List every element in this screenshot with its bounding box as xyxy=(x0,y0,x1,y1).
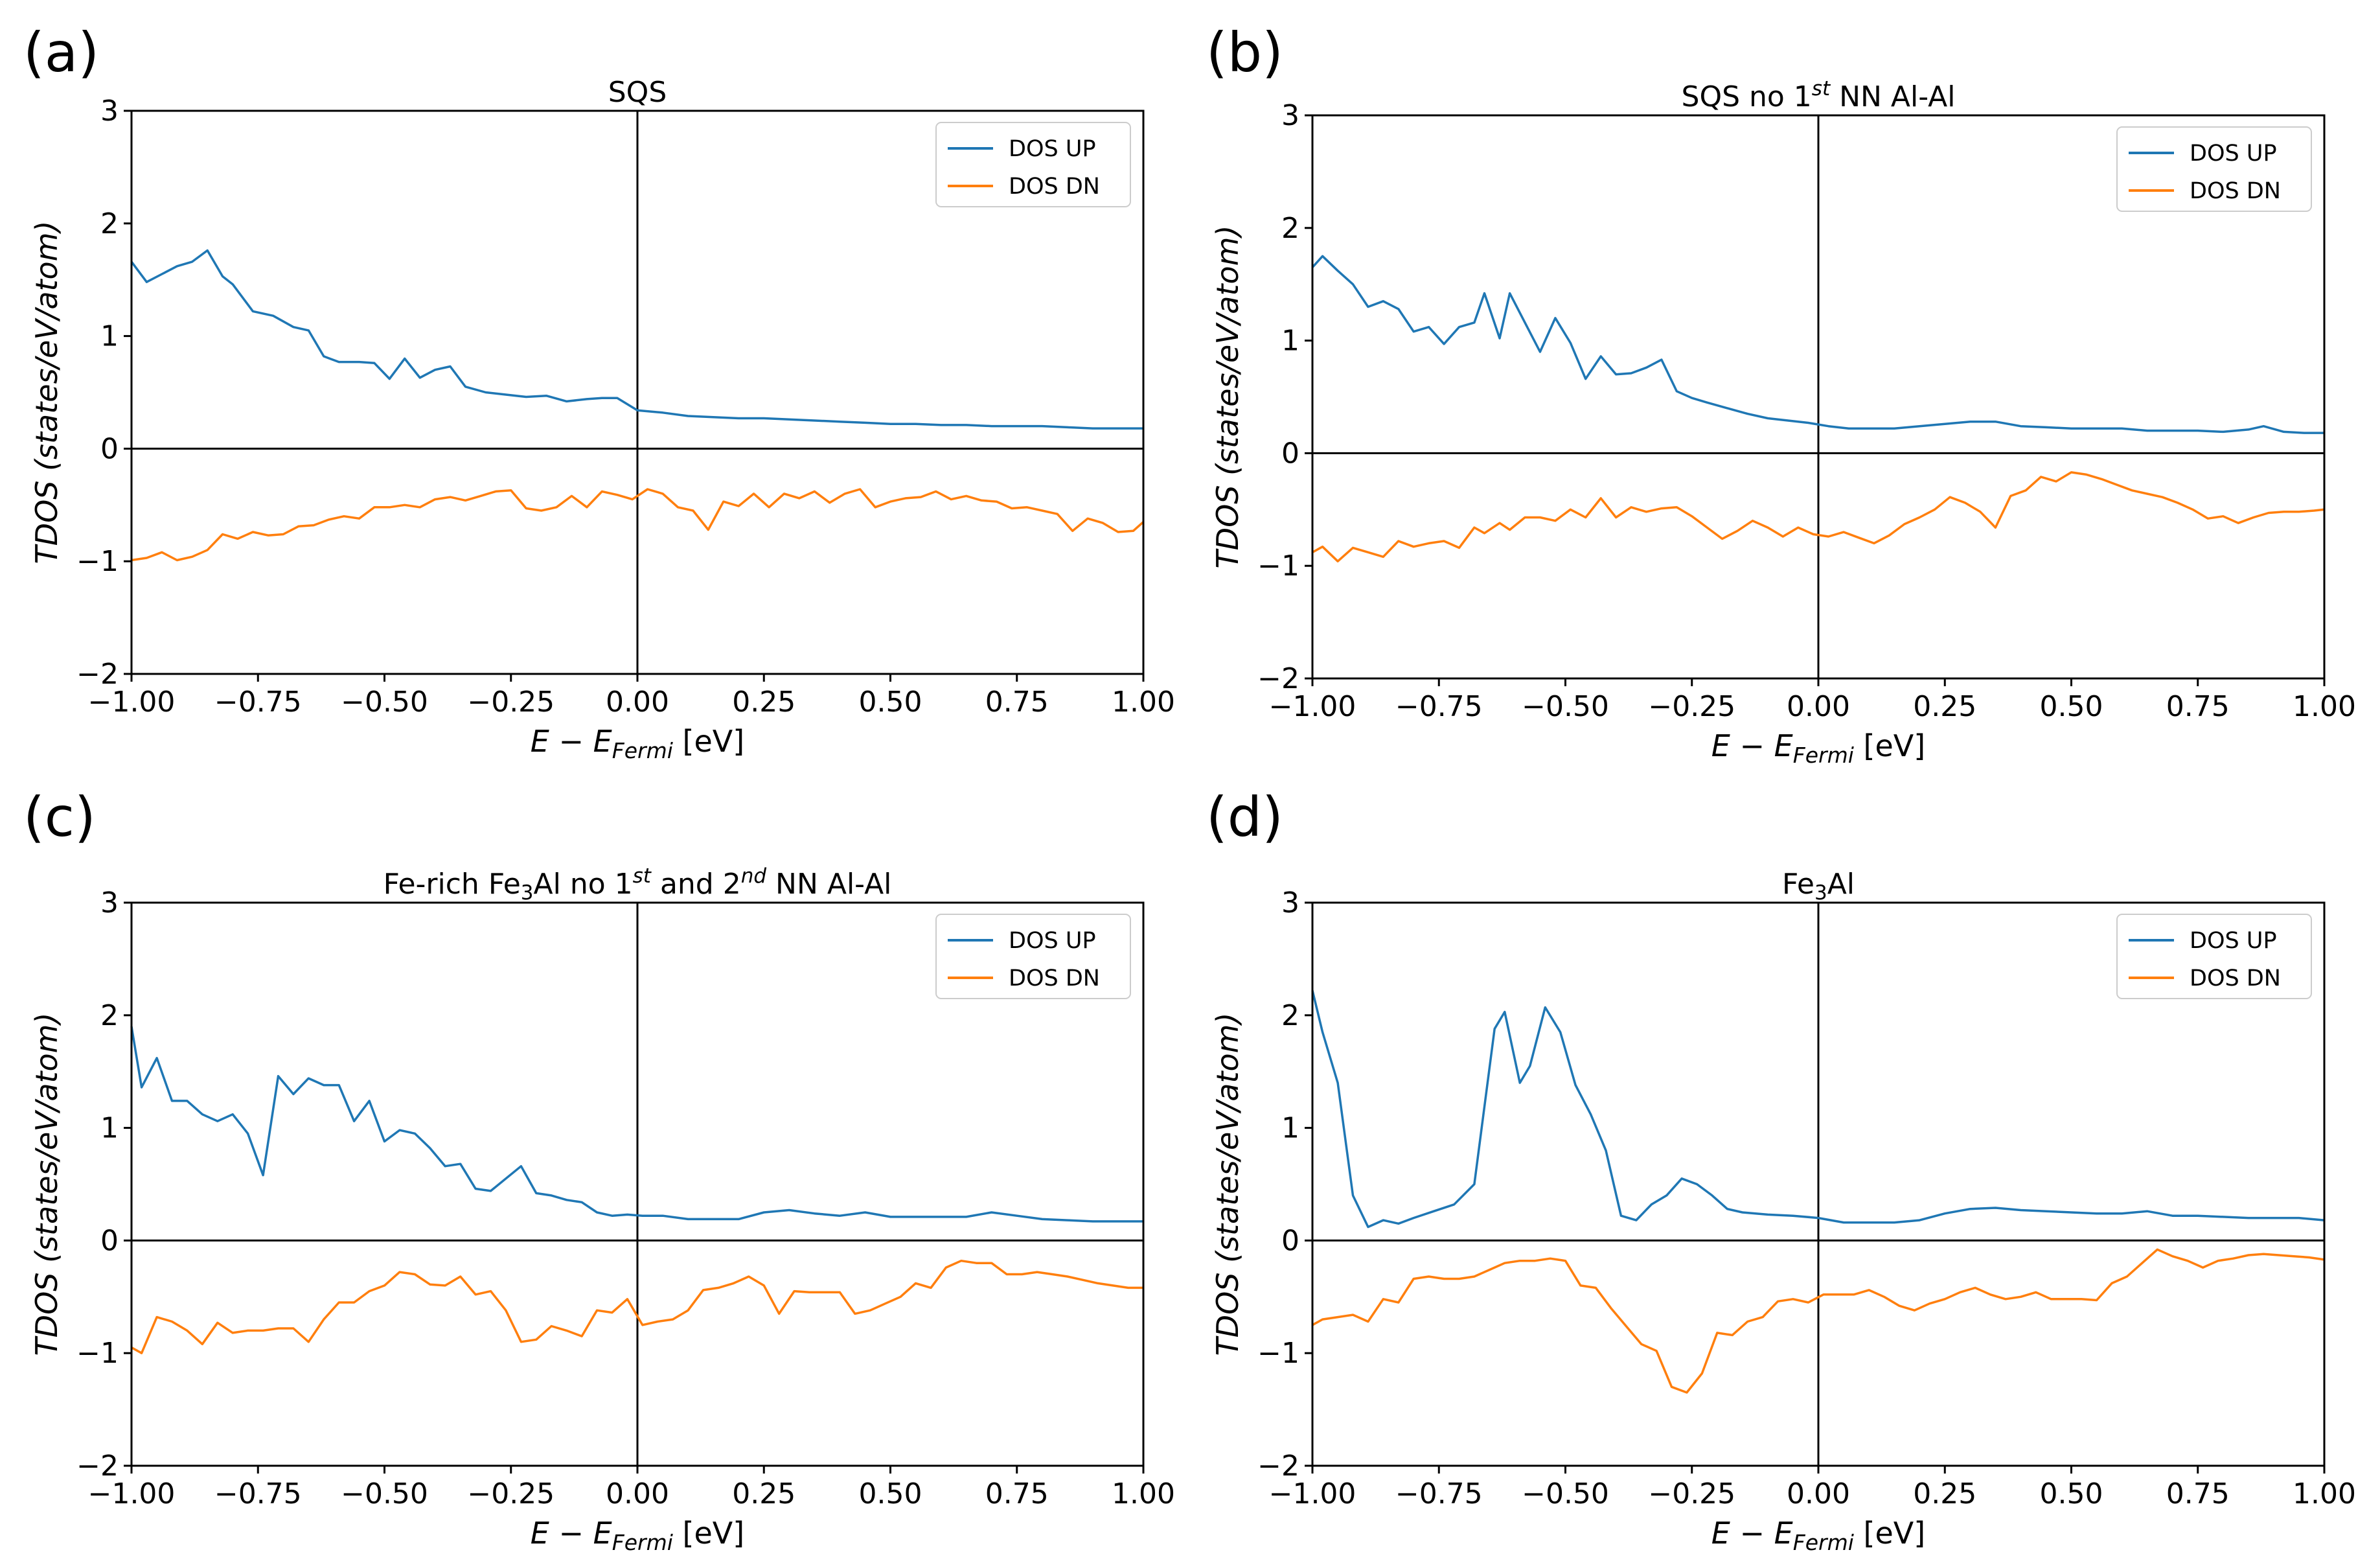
chart-panel-3: (c) Fe-rich Fe3Al no 1st and 2nd NN Al-Al… xyxy=(23,785,1175,1555)
chart-title: Fe-rich Fe3Al no 1st and 2nd NN Al-Al xyxy=(383,864,892,905)
y-tick-label: 1 xyxy=(100,1112,119,1145)
chart-title: SQS no 1st NN Al-Al xyxy=(1682,77,1956,113)
x-tick-label: −1.00 xyxy=(1269,690,1356,723)
y-tick-label: 1 xyxy=(1281,325,1299,358)
legend-entry: DOS UP xyxy=(2190,928,2277,954)
y-tick-label: −1 xyxy=(1257,549,1299,583)
y-axis-label: TDOS (states/eV/atom) xyxy=(1210,1013,1245,1356)
x-tick-label: 0.75 xyxy=(985,686,1049,719)
x-tick-label: −1.00 xyxy=(88,1477,176,1510)
chart-panel-2: (b) SQS no 1st NN Al-Al −1.00 −0.75 −0.50 −0.… xyxy=(1206,21,2356,768)
x-tick-label: 0.25 xyxy=(732,686,795,719)
y-tick-label: 3 xyxy=(1281,886,1299,919)
x-tick-label: −0.75 xyxy=(214,686,302,719)
x-tick-label: 0.25 xyxy=(1913,1477,1976,1510)
series-line-dos-up xyxy=(1311,990,2325,1229)
y-tick-label: 0 xyxy=(100,1224,119,1257)
x-tick-label: 1.00 xyxy=(1112,686,1175,719)
x-tick-label: 0.50 xyxy=(2040,690,2103,723)
panel-letter: (c) xyxy=(23,785,96,849)
y-tick-label: 2 xyxy=(100,999,119,1032)
y-tick-label: −2 xyxy=(76,1450,119,1483)
x-tick-label: 1.00 xyxy=(2293,690,2356,723)
x-tick-label: −0.25 xyxy=(467,686,555,719)
series-line-dos-dn xyxy=(1312,471,2325,562)
series-line-dos-dn xyxy=(1312,1248,2325,1394)
y-tick-label: −2 xyxy=(76,658,119,691)
y-tick-label: 1 xyxy=(100,320,119,353)
y-tick-label: −2 xyxy=(1257,1450,1299,1483)
x-axis-label: E − EFermi [eV] xyxy=(1711,1516,1925,1555)
legend-entry: DOS DN xyxy=(1009,966,1100,991)
y-tick-label: 3 xyxy=(1281,99,1299,132)
x-tick-label: 0.00 xyxy=(606,1477,669,1510)
x-tick-label: 1.00 xyxy=(2293,1477,2356,1510)
x-tick-label: 0.75 xyxy=(2166,1477,2230,1510)
panel-letter: (a) xyxy=(23,21,99,84)
x-tick-label: −0.25 xyxy=(1648,1477,1735,1510)
y-tick-label: 3 xyxy=(100,95,119,128)
x-tick-label: 0.00 xyxy=(1787,690,1850,723)
y-tick-label: 0 xyxy=(1281,437,1299,470)
x-tick-label: 0.75 xyxy=(2166,690,2230,723)
y-tick-label: 0 xyxy=(100,432,119,465)
y-tick-label: −2 xyxy=(1257,662,1299,695)
x-axis-label: E − EFermi [eV] xyxy=(531,1516,744,1555)
x-axis-label: E − EFermi [eV] xyxy=(1711,728,1925,768)
x-tick-label: −0.50 xyxy=(341,1477,428,1510)
x-tick-label: 0.25 xyxy=(732,1477,795,1510)
x-tick-label: −0.50 xyxy=(341,686,428,719)
legend-entry: DOS DN xyxy=(2190,178,2281,204)
x-tick-label: −0.75 xyxy=(214,1477,302,1510)
y-tick-label: 1 xyxy=(1281,1112,1299,1145)
series-line-dos-dn xyxy=(131,1259,1143,1354)
y-axis-label: TDOS (states/eV/atom) xyxy=(29,221,64,564)
x-tick-label: −0.25 xyxy=(467,1477,555,1510)
series-line-dos-up xyxy=(130,249,1143,430)
legend-entry: DOS UP xyxy=(1009,136,1096,162)
x-tick-label: 1.00 xyxy=(1112,1477,1175,1510)
x-tick-label: 0.50 xyxy=(2040,1477,2103,1510)
y-tick-label: −1 xyxy=(76,545,119,578)
legend-entry: DOS UP xyxy=(1009,928,1096,954)
x-tick-label: 0.50 xyxy=(859,686,922,719)
x-tick-label: 0.75 xyxy=(985,1477,1049,1510)
y-tick-label: −1 xyxy=(1257,1337,1299,1370)
y-tick-label: 2 xyxy=(100,207,119,240)
y-axis-label: TDOS (states/eV/atom) xyxy=(1210,225,1245,569)
y-tick-label: 3 xyxy=(100,886,119,919)
chart-title: Fe3Al xyxy=(1782,868,1855,905)
x-tick-label: −0.75 xyxy=(1395,690,1483,723)
chart-panel-1: (a) SQS −1.00 −0.75 −0.50 −0.25 0.00 0.25 0.50 0.… xyxy=(23,21,1175,763)
chart-panel-4: (d) Fe3Al −1.00 −0.75 −0.50 −0.25 0.00 0.25 0.50… xyxy=(1206,785,2356,1555)
series-line-dos-up xyxy=(130,1026,1143,1223)
y-tick-label: −1 xyxy=(76,1337,119,1370)
x-tick-label: −0.25 xyxy=(1648,690,1735,723)
x-tick-label: 0.50 xyxy=(859,1477,922,1510)
x-tick-label: −0.50 xyxy=(1522,690,1609,723)
x-tick-label: 0.25 xyxy=(1913,690,1976,723)
x-tick-label: 0.00 xyxy=(606,686,669,719)
legend-entry: DOS DN xyxy=(1009,174,1100,200)
series-line-dos-up xyxy=(1311,255,2324,434)
y-tick-label: 0 xyxy=(1281,1224,1299,1257)
x-tick-label: −1.00 xyxy=(88,686,176,719)
chart-title: SQS xyxy=(608,76,667,109)
y-tick-label: 2 xyxy=(1281,212,1299,245)
x-tick-label: −0.50 xyxy=(1522,1477,1609,1510)
legend-entry: DOS DN xyxy=(2190,966,2281,991)
legend-entry: DOS UP xyxy=(2190,141,2277,167)
x-tick-label: −1.00 xyxy=(1269,1477,1356,1510)
panel-letter: (b) xyxy=(1206,21,1283,84)
x-tick-label: −0.75 xyxy=(1395,1477,1483,1510)
series-line-dos-dn xyxy=(131,488,1145,562)
panel-letter: (d) xyxy=(1206,785,1283,849)
y-axis-label: TDOS (states/eV/atom) xyxy=(29,1013,64,1356)
x-axis-label: E − EFermi [eV] xyxy=(531,724,744,763)
y-tick-label: 2 xyxy=(1281,999,1299,1032)
x-tick-label: 0.00 xyxy=(1787,1477,1850,1510)
